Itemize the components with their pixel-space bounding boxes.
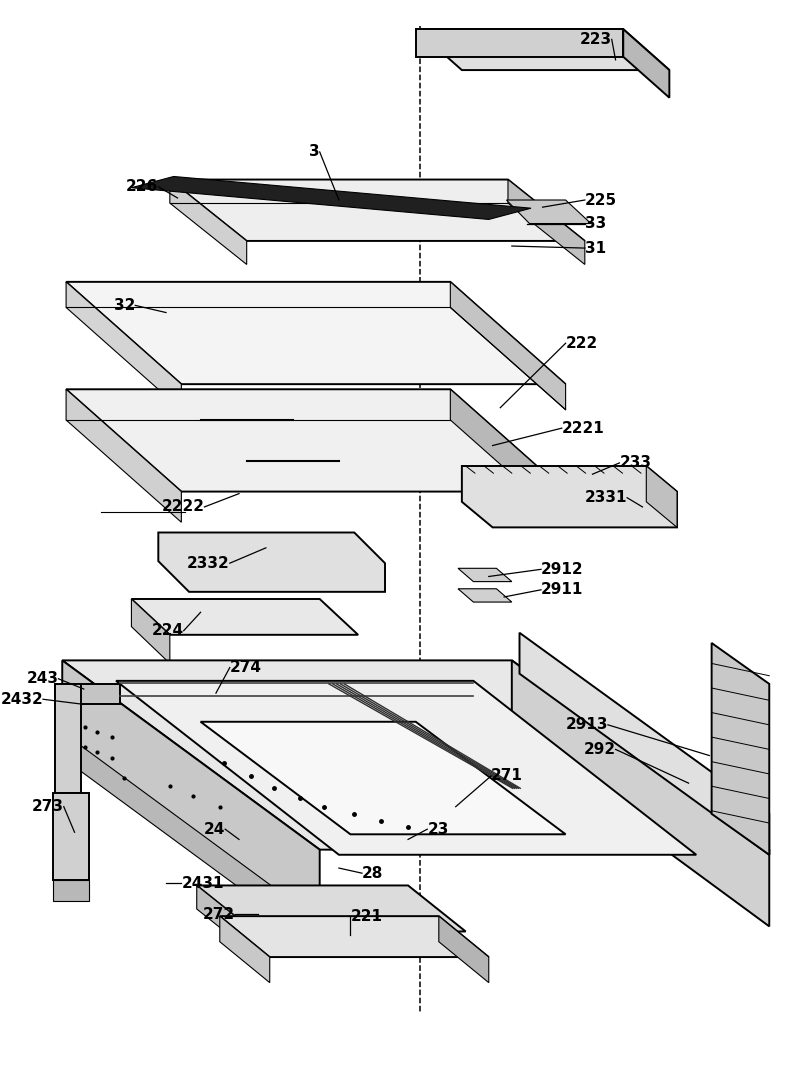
Text: 272: 272 bbox=[203, 906, 235, 921]
Text: 2911: 2911 bbox=[541, 583, 583, 597]
Text: 3: 3 bbox=[309, 145, 320, 160]
Polygon shape bbox=[623, 29, 670, 98]
Text: 233: 233 bbox=[619, 456, 651, 471]
Polygon shape bbox=[512, 660, 770, 927]
Text: 31: 31 bbox=[585, 241, 606, 256]
Polygon shape bbox=[416, 29, 670, 70]
Polygon shape bbox=[66, 282, 566, 384]
Text: 243: 243 bbox=[26, 671, 58, 686]
Text: 2332: 2332 bbox=[187, 556, 230, 571]
Text: 292: 292 bbox=[583, 742, 615, 757]
Text: 24: 24 bbox=[204, 822, 225, 837]
Text: 2913: 2913 bbox=[566, 718, 608, 733]
Polygon shape bbox=[646, 466, 677, 527]
Polygon shape bbox=[62, 732, 320, 947]
Polygon shape bbox=[450, 390, 566, 522]
Text: 222: 222 bbox=[566, 335, 598, 350]
Text: 28: 28 bbox=[362, 866, 383, 881]
Polygon shape bbox=[66, 390, 566, 492]
Text: 2331: 2331 bbox=[585, 490, 627, 505]
Polygon shape bbox=[506, 200, 591, 224]
Polygon shape bbox=[53, 881, 89, 901]
Polygon shape bbox=[66, 282, 182, 410]
Polygon shape bbox=[201, 722, 566, 834]
Polygon shape bbox=[170, 180, 585, 241]
Text: 225: 225 bbox=[585, 193, 617, 208]
Text: 273: 273 bbox=[32, 799, 64, 814]
Polygon shape bbox=[220, 916, 270, 983]
Polygon shape bbox=[462, 466, 677, 527]
Text: 224: 224 bbox=[151, 623, 184, 638]
Polygon shape bbox=[54, 793, 82, 819]
Polygon shape bbox=[53, 793, 89, 881]
Text: 32: 32 bbox=[114, 298, 135, 313]
Polygon shape bbox=[416, 29, 623, 56]
Polygon shape bbox=[131, 177, 531, 219]
Polygon shape bbox=[158, 532, 385, 592]
Polygon shape bbox=[197, 885, 466, 932]
Text: 274: 274 bbox=[230, 660, 262, 675]
Text: 2912: 2912 bbox=[541, 562, 584, 577]
Polygon shape bbox=[508, 180, 585, 264]
Polygon shape bbox=[439, 916, 489, 983]
Polygon shape bbox=[458, 569, 512, 581]
Text: 2222: 2222 bbox=[162, 499, 205, 514]
Polygon shape bbox=[450, 282, 566, 410]
Text: 223: 223 bbox=[579, 32, 612, 47]
Polygon shape bbox=[712, 643, 770, 855]
Text: 2431: 2431 bbox=[182, 875, 224, 891]
Polygon shape bbox=[62, 660, 770, 850]
Text: 226: 226 bbox=[126, 179, 158, 194]
Polygon shape bbox=[131, 599, 358, 635]
Polygon shape bbox=[66, 390, 182, 522]
Polygon shape bbox=[62, 660, 320, 927]
Text: 23: 23 bbox=[427, 822, 449, 837]
Text: 221: 221 bbox=[350, 908, 382, 923]
Polygon shape bbox=[116, 681, 696, 855]
Text: 271: 271 bbox=[491, 769, 523, 784]
Polygon shape bbox=[131, 599, 170, 663]
Polygon shape bbox=[170, 180, 246, 264]
Polygon shape bbox=[458, 589, 512, 602]
Text: 2432: 2432 bbox=[0, 692, 43, 707]
Polygon shape bbox=[54, 684, 120, 704]
Polygon shape bbox=[220, 916, 489, 957]
Polygon shape bbox=[197, 885, 254, 955]
Polygon shape bbox=[519, 633, 770, 855]
Polygon shape bbox=[54, 684, 82, 793]
Text: 2221: 2221 bbox=[562, 421, 605, 436]
Text: 33: 33 bbox=[585, 216, 606, 231]
